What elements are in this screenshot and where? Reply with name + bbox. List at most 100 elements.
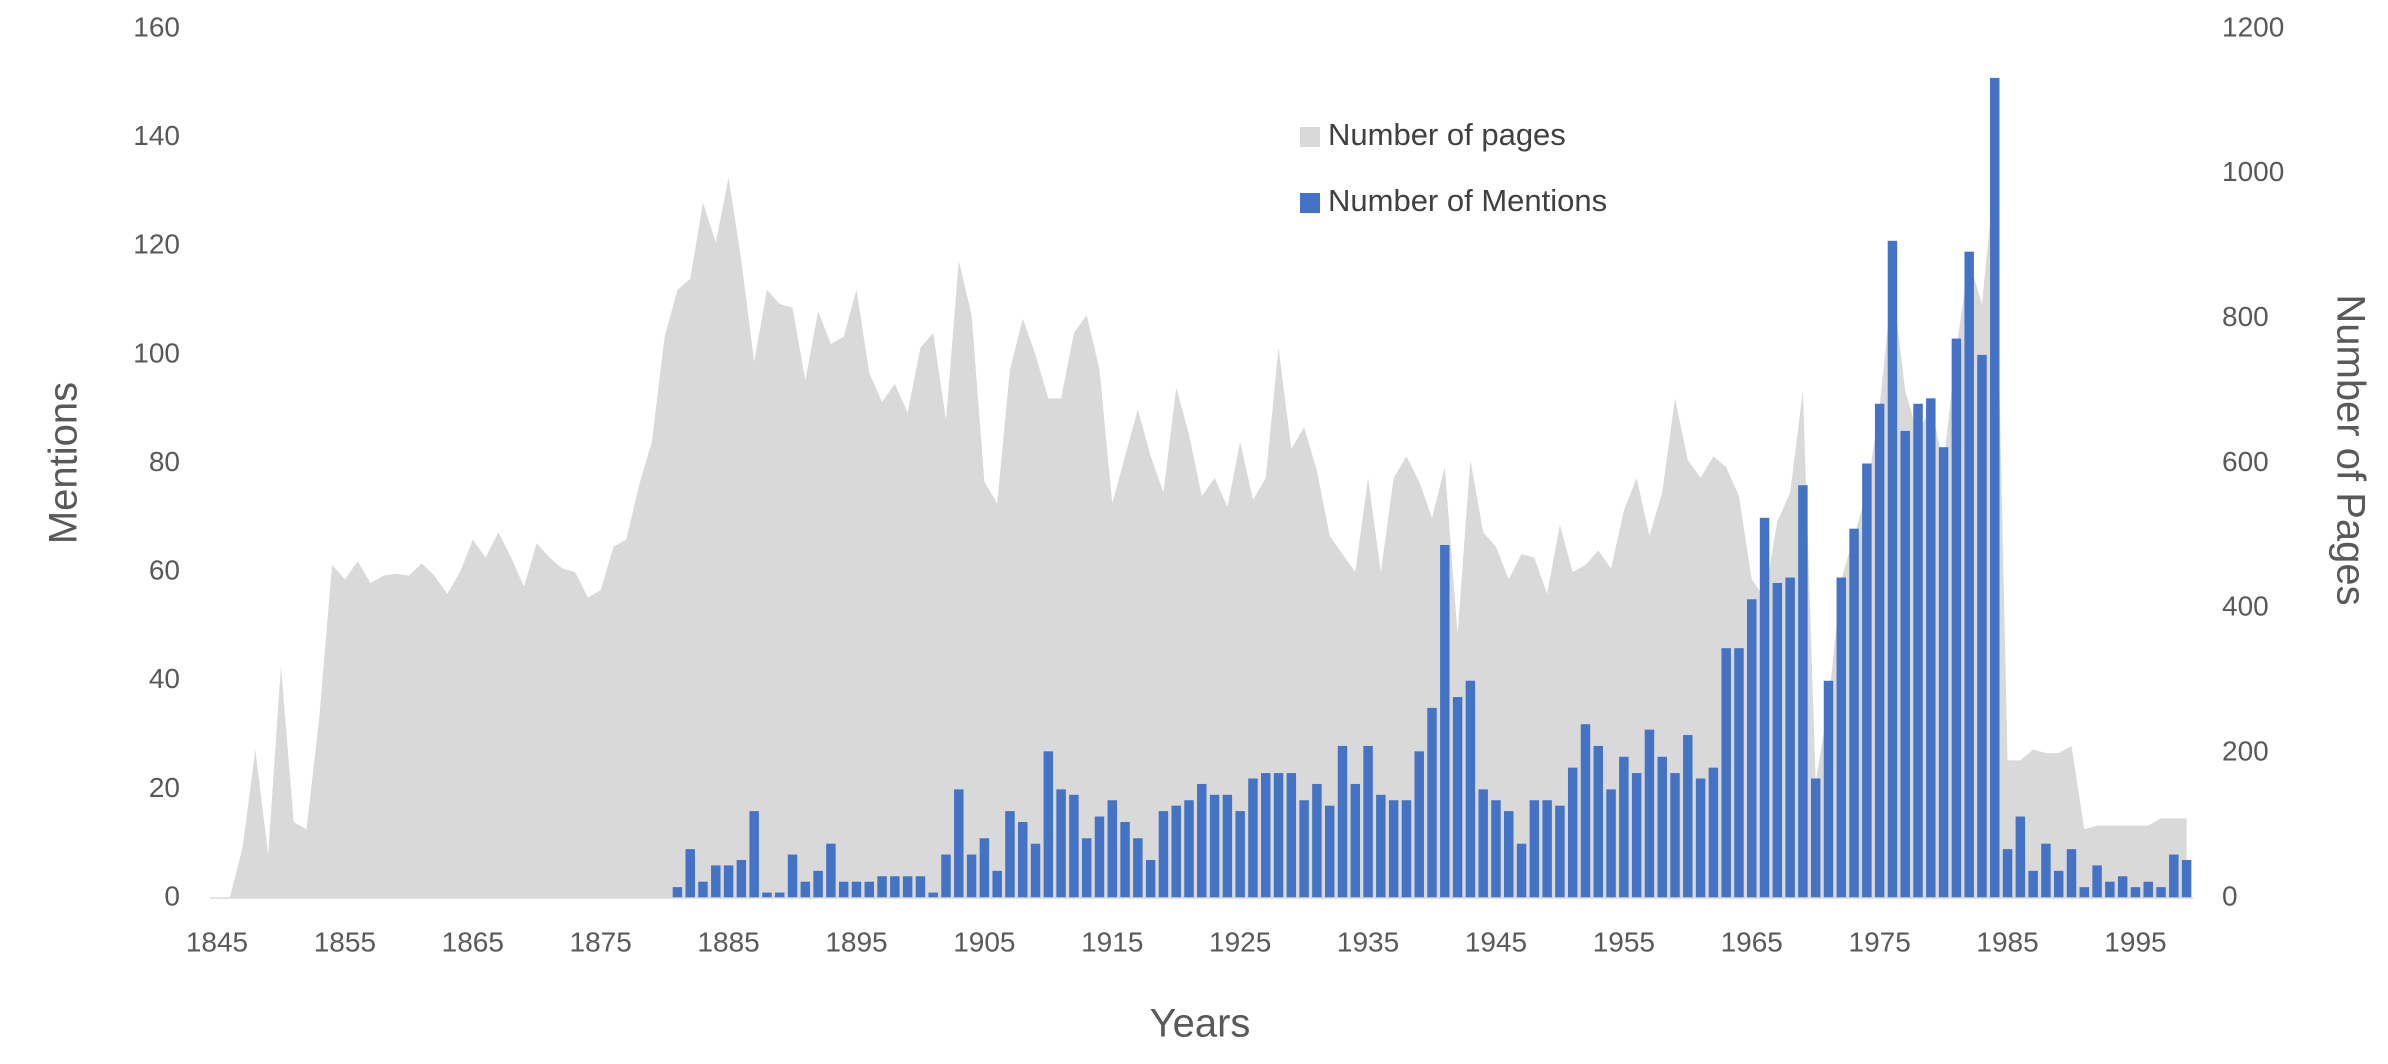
bar [1964,251,1974,898]
bar [1491,800,1501,898]
bar [1324,805,1335,898]
bar [711,865,721,898]
bar [1734,648,1744,898]
bar [1184,800,1194,898]
bar [1862,463,1872,898]
legend-label: Number of pages [1328,117,1566,152]
x-tick-label: 1875 [570,926,632,957]
y-tick-label: 40 [149,663,180,694]
y-tick-label: 0 [164,880,180,911]
x-tick-label: 1865 [442,926,504,957]
y-tick-label: 60 [149,555,180,586]
y-tick-label: 140 [133,120,180,151]
bar [2181,859,2192,898]
bar [877,876,887,898]
bar [723,865,734,898]
x-tick-label: 1935 [1337,926,1399,957]
bar [2028,870,2038,898]
bar [1887,240,1898,899]
bar [2156,887,2166,898]
bar [1312,783,1322,898]
x-axis-title: Years [1150,1002,1251,1046]
bar [838,881,849,898]
bar [1619,756,1629,898]
area [216,173,2187,899]
y2-tick-label: 0 [2222,880,2238,911]
bar [928,892,938,898]
bar [1273,773,1284,898]
bar [1657,756,1667,898]
bar [775,892,785,898]
bar [1926,398,1936,898]
y2-tick-label: 800 [2222,301,2269,332]
bar [966,854,977,898]
y-tick-label: 20 [149,772,180,803]
bar [1158,811,1169,898]
x-tick-label: 1915 [1081,926,1143,957]
bar [1222,794,1233,898]
y-tick-label: 80 [149,446,180,477]
bar [1951,338,1962,898]
bar [1683,735,1693,898]
x-tick-label: 1945 [1465,926,1527,957]
bar [1542,800,1552,898]
bar [1005,811,1015,898]
bar [1440,544,1450,898]
bar [1414,751,1424,898]
bar [1785,577,1795,898]
bar [1248,778,1258,898]
x-tick-label: 1965 [1721,926,1783,957]
bar [2169,854,2179,898]
bar [1747,599,1757,898]
bar [1069,794,1079,898]
x-tick-label: 1985 [1976,926,2038,957]
bar [864,881,875,898]
bar [902,876,913,898]
x-tick-label: 1855 [314,926,376,957]
y2-axis-title: Number of Pages [2328,294,2372,605]
bar [1900,430,1910,898]
bar [1836,577,1847,898]
y2-tick-label: 200 [2222,736,2269,767]
bar [698,881,708,898]
bar [1376,794,1386,898]
bar [1337,745,1348,898]
bar [800,881,811,898]
bar [1209,794,1220,898]
bar [851,881,862,898]
bar [2041,843,2051,898]
bar [2015,816,2026,898]
bar [941,854,951,898]
bar [2105,881,2115,898]
bar [787,854,798,898]
bar [1056,789,1066,898]
y2-tick-label: 1200 [2222,11,2284,42]
bar [1197,783,1207,898]
bar [1798,485,1808,898]
bar [1107,800,1118,898]
bar [2143,881,2153,898]
y-tick-label: 120 [133,229,180,260]
bar [1350,783,1361,898]
bar [1171,805,1181,898]
bar [1363,745,1373,898]
bar [1977,354,1987,898]
bar [2117,876,2128,898]
bar [1133,838,1143,898]
bar [1427,707,1437,898]
y2-tick-label: 1000 [2222,156,2284,187]
bar [1516,843,1527,898]
bar [1721,648,1731,898]
bar [1478,789,1488,898]
bar [1555,805,1565,898]
bar [1708,767,1719,898]
bar [1465,680,1476,898]
bar [1913,403,1923,898]
bar [736,859,747,898]
bar [992,870,1002,898]
y-tick-label: 160 [133,11,180,42]
bar [2092,865,2102,898]
bar [1759,517,1770,898]
bar [1567,767,1578,898]
